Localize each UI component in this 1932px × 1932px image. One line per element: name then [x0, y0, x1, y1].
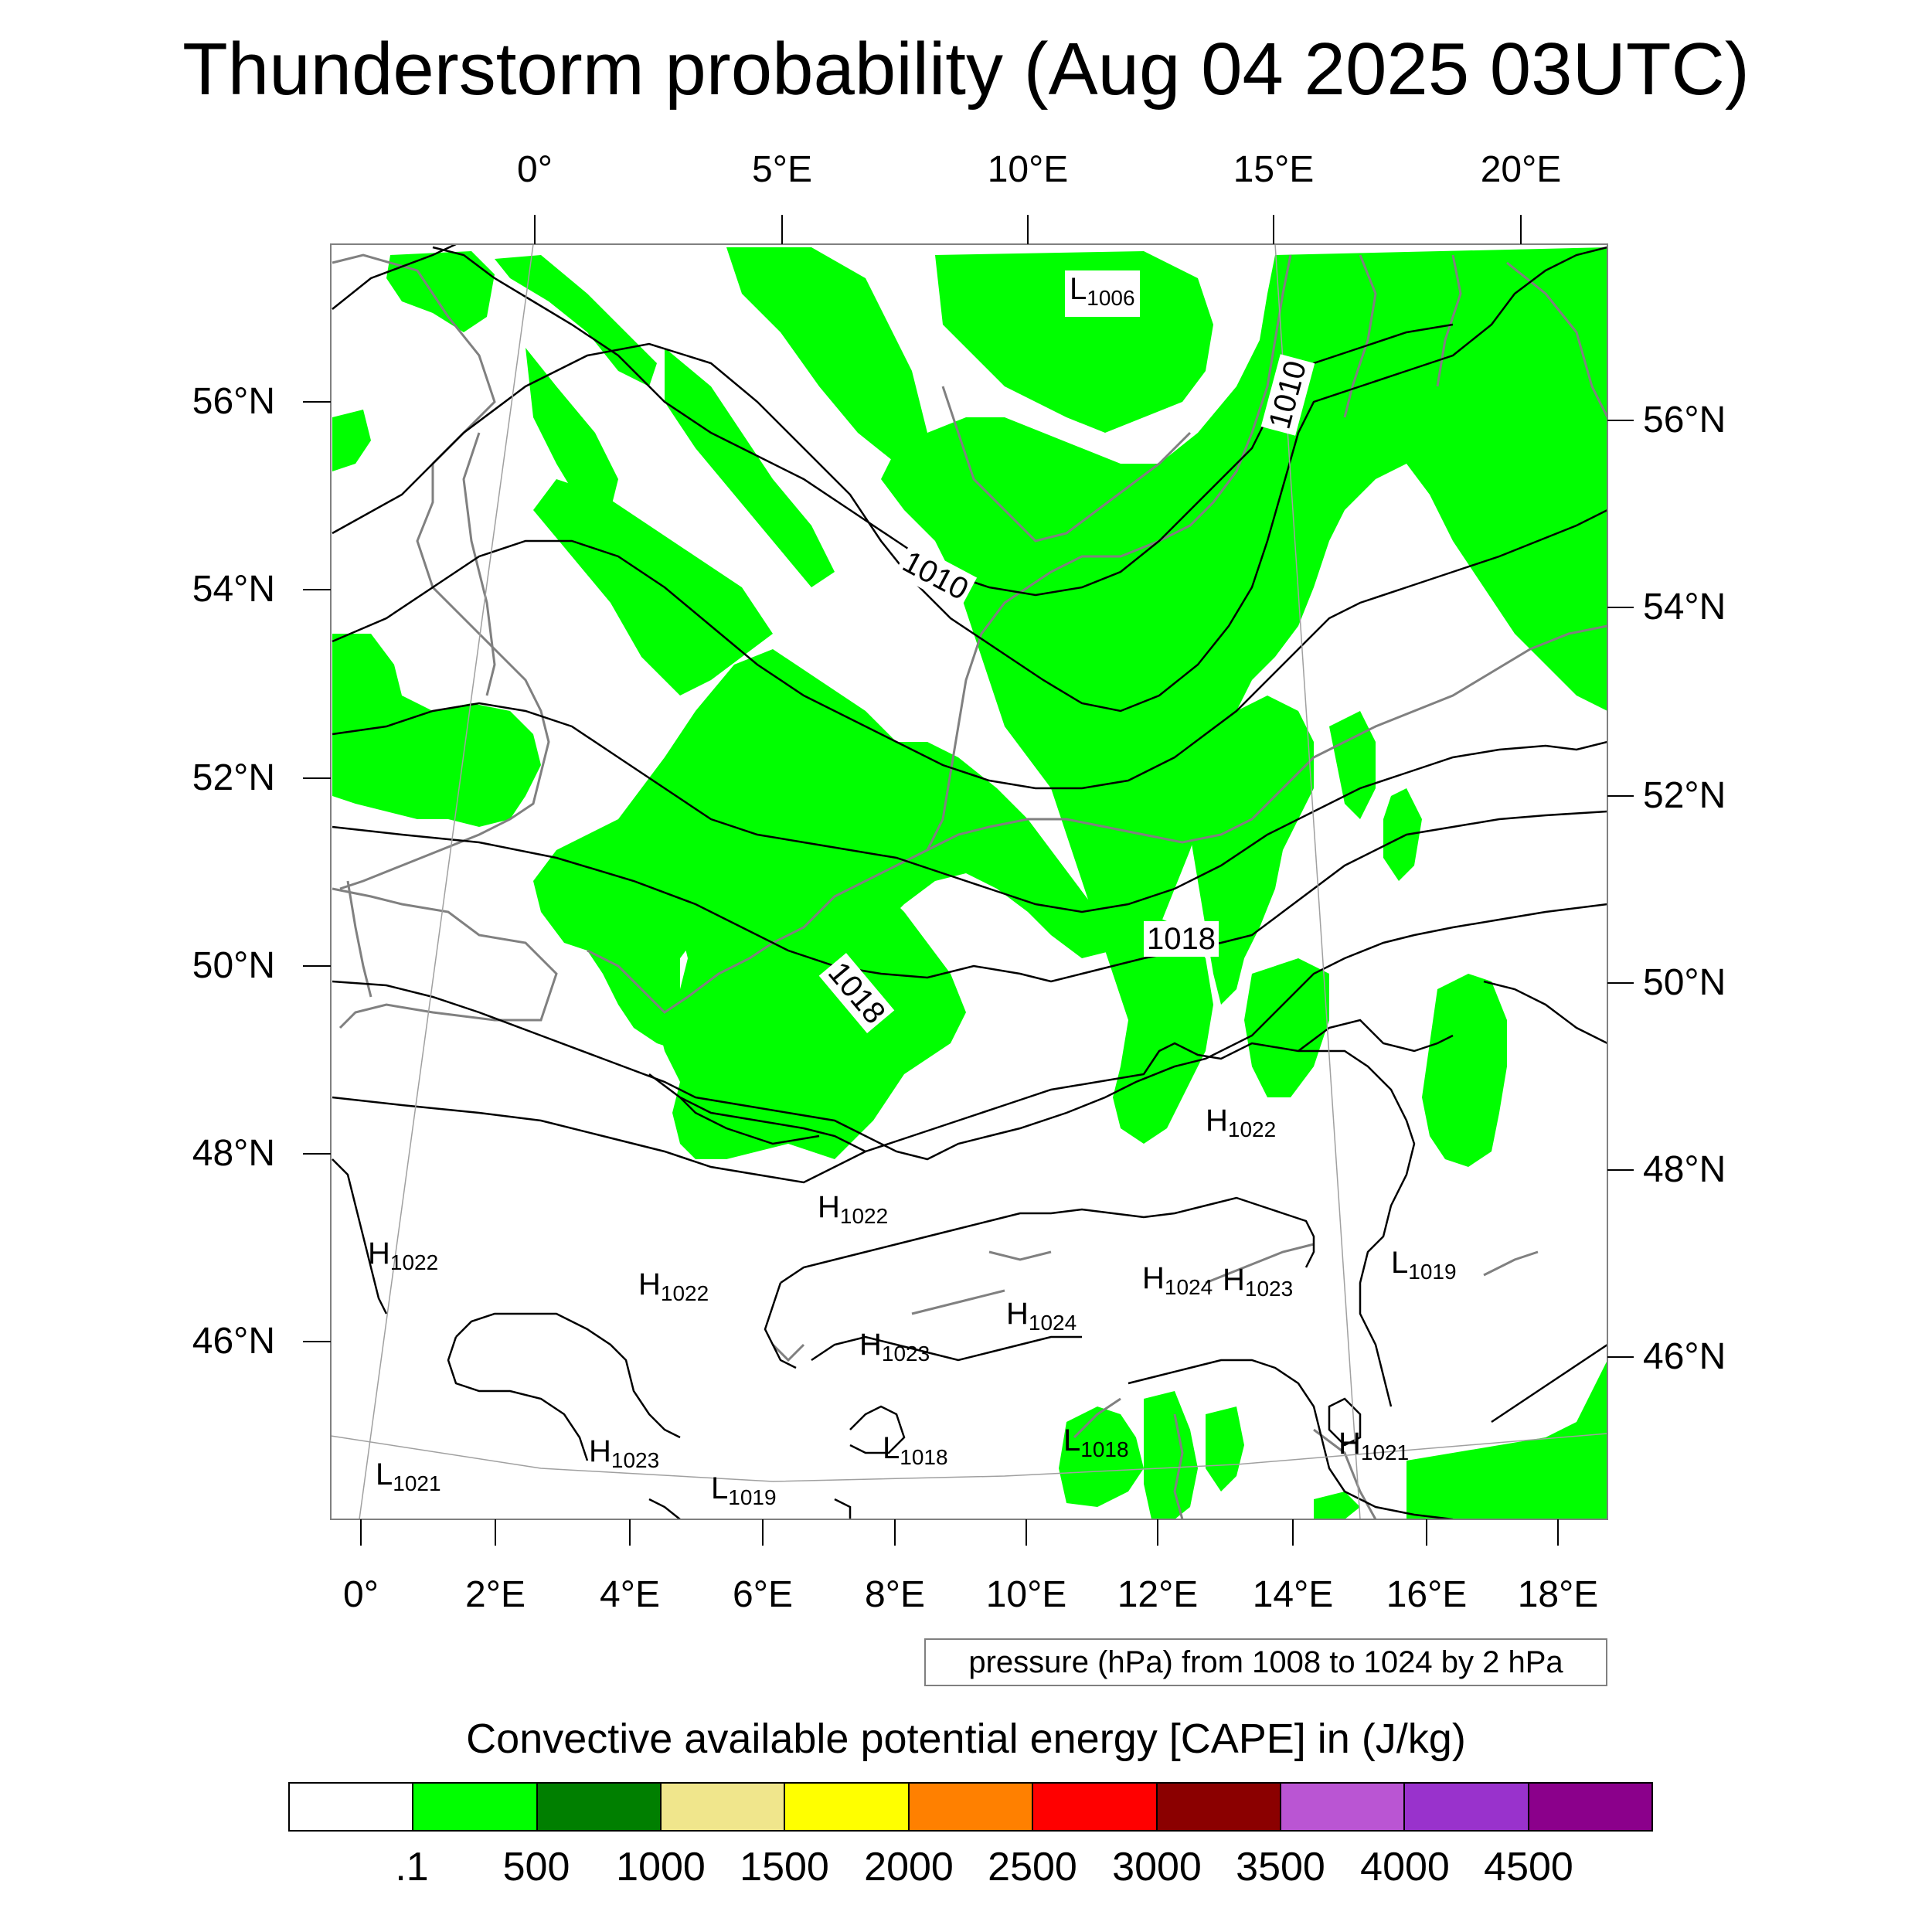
colorbar [288, 1782, 1653, 1832]
bottom-lon-label: 12°E [1117, 1574, 1199, 1615]
pressure-system: L1018 [883, 1431, 948, 1469]
colorbar-tick: 4500 [1484, 1845, 1573, 1889]
right-lat-label: 46°N [1643, 1336, 1726, 1377]
colorbar-bin [1405, 1784, 1529, 1830]
bottom-lon-label: 16°E [1386, 1574, 1468, 1615]
colorbar-tick: 3000 [1112, 1845, 1202, 1889]
colorbar-bin [537, 1784, 662, 1830]
right-lat-label: 56°N [1643, 400, 1726, 440]
bottom-lon-label: 2°E [465, 1574, 526, 1615]
colorbar-tick: 2500 [988, 1845, 1077, 1889]
top-lon-label: 20°E [1480, 149, 1562, 190]
left-lat-label: 48°N [192, 1133, 275, 1174]
top-lon-label: 10°E [987, 149, 1069, 190]
bottom-lon-label: 10°E [985, 1574, 1067, 1615]
pressure-system: L1006 [1065, 270, 1140, 317]
bottom-lon-label: 4°E [600, 1574, 660, 1615]
left-lat-label: 56°N [192, 381, 275, 422]
colorbar-tick: 1000 [616, 1845, 706, 1889]
pressure-system: L1021 [376, 1458, 441, 1495]
right-lat-label: 50°N [1643, 962, 1726, 1003]
contour-info: pressure (hPa) from 1008 to 1024 by 2 hP… [924, 1638, 1607, 1686]
colorbar-bin [785, 1784, 910, 1830]
colorbar-tick: 4000 [1360, 1845, 1450, 1889]
pressure-system: L1019 [1391, 1246, 1457, 1284]
pressure-system: L1018 [1063, 1423, 1129, 1461]
right-lat-label: 52°N [1643, 775, 1726, 816]
graticule [331, 244, 1607, 1519]
map-frame [330, 243, 1608, 1520]
colorbar-bin [1033, 1784, 1158, 1830]
pressure-system: H1021 [1338, 1427, 1410, 1464]
pressure-system: H1023 [589, 1434, 660, 1472]
pressure-system: H1022 [368, 1236, 439, 1274]
cape-areas [332, 247, 1607, 1519]
colorbar-bin [662, 1784, 786, 1830]
colorbar-bin [909, 1784, 1034, 1830]
coastlines [332, 253, 1607, 1519]
isobars [332, 244, 1607, 1519]
right-lat-label: 54°N [1643, 587, 1726, 628]
isobar-label: 1018 [1144, 921, 1219, 957]
top-lon-label: 5°E [752, 149, 812, 190]
pressure-system: H1022 [818, 1190, 889, 1228]
colorbar-bin [290, 1784, 414, 1830]
pressure-system: H1024 [1006, 1297, 1077, 1335]
bottom-lon-label: 6°E [733, 1574, 793, 1615]
bottom-lon-label: 8°E [865, 1574, 925, 1615]
tick-marks [303, 215, 1634, 1546]
bottom-lon-label: 0° [343, 1574, 379, 1615]
colorbar-bin [1529, 1784, 1651, 1830]
top-lon-label: 0° [517, 149, 553, 190]
colorbar-bin [1157, 1784, 1281, 1830]
colorbar-bin [413, 1784, 538, 1830]
left-lat-label: 52°N [192, 757, 275, 798]
colorbar-tick: .1 [395, 1845, 429, 1889]
left-lat-label: 46°N [192, 1321, 275, 1362]
colorbar-tick: 500 [502, 1845, 570, 1889]
top-lon-label: 15°E [1233, 149, 1315, 190]
pressure-system: H1024 [1142, 1261, 1213, 1299]
right-lat-label: 48°N [1643, 1149, 1726, 1190]
bottom-lon-label: 14°E [1252, 1574, 1334, 1615]
pressure-system: L1019 [711, 1471, 777, 1509]
colorbar-tick: 2000 [864, 1845, 954, 1889]
pressure-system: H1022 [638, 1267, 709, 1305]
bottom-lon-label: 18°E [1517, 1574, 1599, 1615]
left-lat-label: 54°N [192, 569, 275, 610]
pressure-system: H1023 [1223, 1263, 1294, 1301]
pressure-system: H1022 [1206, 1104, 1277, 1141]
colorbar-tick: 1500 [740, 1845, 829, 1889]
pressure-system: H1023 [859, 1328, 930, 1366]
left-lat-label: 50°N [192, 945, 275, 986]
colorbar-title: Convective available potential energy [C… [466, 1716, 1466, 1762]
colorbar-bin [1281, 1784, 1406, 1830]
colorbar-tick: 3500 [1236, 1845, 1325, 1889]
map-title: Thunderstorm probability (Aug 04 2025 03… [182, 28, 1750, 111]
